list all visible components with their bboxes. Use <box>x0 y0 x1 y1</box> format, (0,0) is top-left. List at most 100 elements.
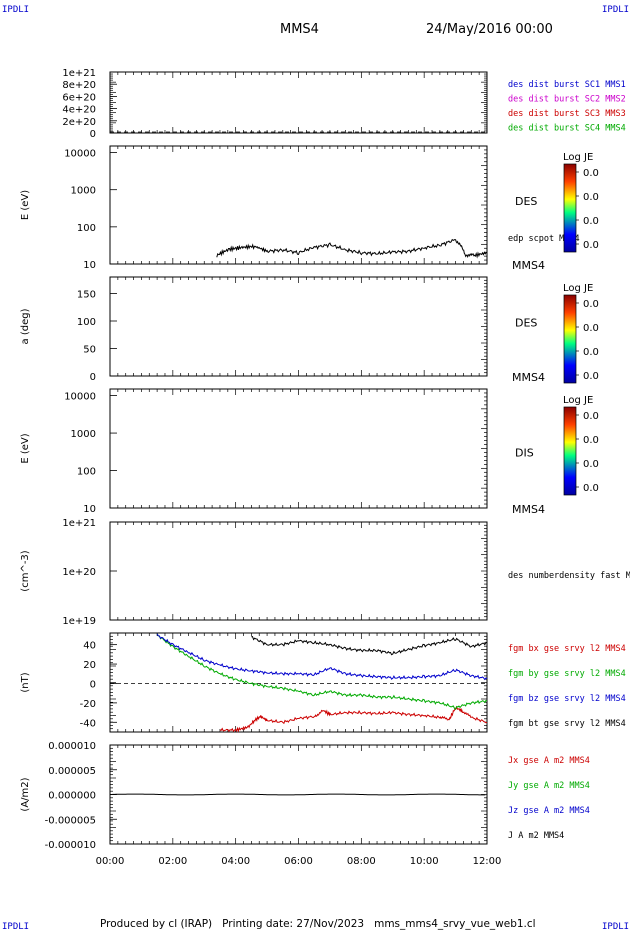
colorbar-tick-label: 0.0 <box>583 483 599 494</box>
y-tick-label: 4e+20 <box>62 105 96 116</box>
series-legend-label: fgm bx gse srvy l2 MMS4 <box>508 644 626 654</box>
panel-frame <box>109 388 488 509</box>
y-axis-label: (A/m2) <box>20 777 31 811</box>
y-tick-label: 50 <box>83 345 96 356</box>
spacecraft-label: MMS4 <box>512 371 545 384</box>
colorbar-tick-label: 0.0 <box>583 299 599 310</box>
series-legend-label: fgm bt gse srvy l2 MMS4 <box>508 719 626 729</box>
y-axis-label: (nT) <box>20 672 31 692</box>
x-tick-label: 00:00 <box>96 856 125 867</box>
y-tick-label: 2e+20 <box>62 117 96 128</box>
colorbar-tick-label: 0.0 <box>583 168 599 179</box>
corner-label-br: IPDLI <box>602 922 630 932</box>
panel-frame <box>109 145 488 265</box>
series-line-1-0 <box>216 238 488 259</box>
panel-frame <box>109 276 488 377</box>
series-legend-label: des numberdensity fast M <box>508 571 630 581</box>
colorbar <box>563 163 577 253</box>
y-tick-label: 8e+20 <box>62 80 96 91</box>
y-tick-label: 1e+19 <box>62 616 96 627</box>
colorbar-tick-label: 0.0 <box>583 216 599 227</box>
y-tick-label: 1e+21 <box>62 68 96 79</box>
series-legend-label: Jx gse A m2 MMS4 <box>508 756 590 766</box>
series-legend-label: Jy gse A m2 MMS4 <box>508 781 590 791</box>
series-line-5-0 <box>219 705 488 733</box>
y-tick-label: 100 <box>77 467 96 478</box>
y-tick-label: 40 <box>83 641 96 652</box>
footer-text: Produced by cl (IRAP) Printing date: 27/… <box>100 918 536 930</box>
y-tick-label: 0 <box>90 679 96 690</box>
series-legend-label: des dist burst SC3 MMS3 <box>508 109 626 119</box>
x-tick-label: 10:00 <box>410 856 439 867</box>
y-axis-label: (cm^-3) <box>20 550 31 591</box>
series-line-J <box>110 793 486 796</box>
series-legend-label: fgm bz gse srvy l2 MMS4 <box>508 694 626 704</box>
y-tick-label: 100 <box>77 223 96 234</box>
series-legend-label: J A m2 MMS4 <box>508 831 564 841</box>
series-legend-label: fgm by gse srvy l2 MMS4 <box>508 669 626 679</box>
series-legend-label: des dist burst SC2 MMS2 <box>508 95 626 105</box>
colorbar <box>563 294 577 384</box>
series-legend-label: des dist burst SC4 MMS4 <box>508 124 626 134</box>
x-tick-label: 12:00 <box>473 856 502 867</box>
instrument-label: DES <box>515 195 537 208</box>
spacecraft-title: MMS4 <box>280 22 319 37</box>
series-legend-label: Jz gse A m2 MMS4 <box>508 806 590 816</box>
y-tick-label: -40 <box>80 718 96 729</box>
y-tick-label: 10 <box>83 260 96 271</box>
y-tick-label: 1000 <box>71 429 96 440</box>
colorbar-title: Log JE <box>563 395 593 406</box>
y-tick-label: 0 <box>90 129 96 140</box>
panel-frame <box>109 71 488 134</box>
x-tick-label: 08:00 <box>347 856 376 867</box>
colorbar <box>563 406 577 496</box>
panel-frame <box>109 521 488 621</box>
y-tick-label: 10000 <box>64 149 96 160</box>
series-line-5-3 <box>251 636 488 656</box>
y-tick-label: -0.000010 <box>45 840 96 851</box>
y-tick-label: 10 <box>83 504 96 515</box>
y-tick-label: -0.000005 <box>45 815 96 826</box>
colorbar-tick-label: 0.0 <box>583 411 599 422</box>
x-tick-label: 02:00 <box>158 856 187 867</box>
series-line-5-1 <box>156 633 488 710</box>
colorbar-tick-label: 0.0 <box>583 371 599 382</box>
instrument-label: DES <box>515 317 537 330</box>
y-tick-label: 10000 <box>64 392 96 403</box>
colorbar-tick-label: 0.0 <box>583 347 599 358</box>
corner-label-bl: IPDLI <box>2 922 30 932</box>
series-legend-label: des dist burst SC1 MMS1 <box>508 80 626 90</box>
y-tick-label: -20 <box>80 699 96 710</box>
colorbar-tick-label: 0.0 <box>583 240 599 251</box>
y-tick-label: 0 <box>90 372 96 383</box>
x-tick-label: 04:00 <box>221 856 250 867</box>
x-tick-label: 06:00 <box>284 856 313 867</box>
corner-label-tl: IPDLI <box>2 5 30 15</box>
y-tick-label: 6e+20 <box>62 92 96 103</box>
corner-label-tr: IPDLI <box>602 5 630 15</box>
y-tick-label: 1000 <box>71 186 96 197</box>
y-tick-label: 20 <box>83 660 96 671</box>
y-tick-label: 150 <box>77 290 96 301</box>
y-tick-label: 1e+21 <box>62 518 96 529</box>
date-title: 24/May/2016 00:00 <box>426 22 553 37</box>
colorbar-title: Log JE <box>563 283 593 294</box>
colorbar-tick-label: 0.0 <box>583 459 599 470</box>
spacecraft-label: MMS4 <box>512 503 545 516</box>
y-tick-label: 100 <box>77 317 96 328</box>
y-tick-label: 0.000000 <box>48 791 96 802</box>
y-tick-label: 1e+20 <box>62 567 96 578</box>
colorbar-tick-label: 0.0 <box>583 435 599 446</box>
y-axis-label: a (deg) <box>20 308 31 344</box>
instrument-label: DIS <box>515 447 534 460</box>
y-axis-label: E (eV) <box>20 190 31 220</box>
colorbar-tick-label: 0.0 <box>583 192 599 203</box>
spacecraft-label: MMS4 <box>512 259 545 272</box>
colorbar-tick-label: 0.0 <box>583 323 599 334</box>
y-tick-label: 0.000010 <box>48 741 96 752</box>
y-tick-label: 0.000005 <box>48 766 96 777</box>
series-line-5-2 <box>156 633 488 681</box>
series-legend-label: edp scpot MMS4 <box>508 234 580 244</box>
y-axis-label: E (eV) <box>20 433 31 463</box>
